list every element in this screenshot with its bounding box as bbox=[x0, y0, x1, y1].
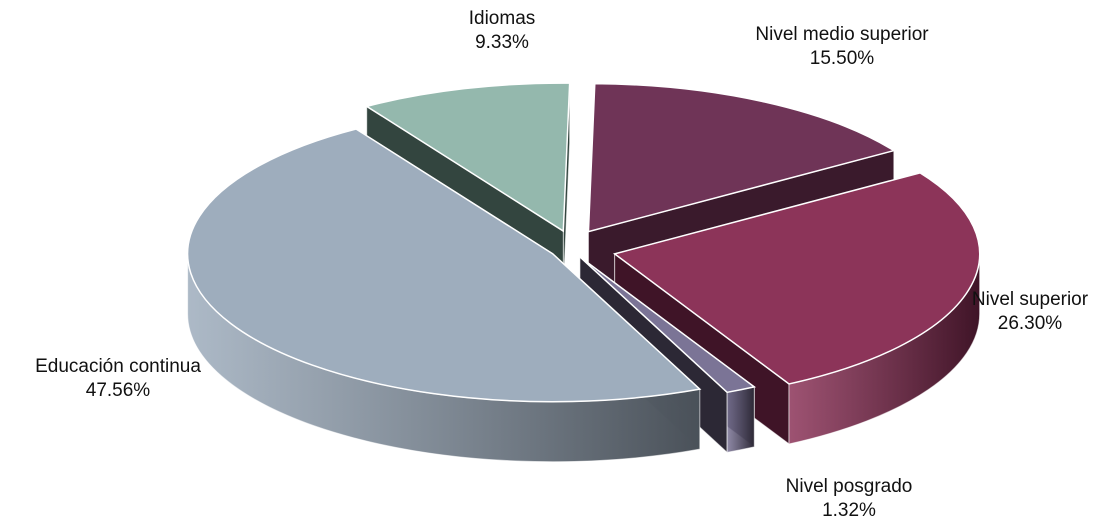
slice-label-idiomas: Idiomas bbox=[469, 8, 536, 29]
slice-outer-wall-nivel-posgrado bbox=[726, 386, 755, 453]
pie-slice-educacion-continua bbox=[186, 128, 702, 403]
slice-label-nivel-superior: Nivel superior bbox=[972, 289, 1089, 310]
slice-value-idiomas: 9.33% bbox=[475, 32, 529, 53]
pie-slice-nivel-posgrado bbox=[579, 256, 757, 394]
slice-value-nivel-posgrado: 1.32% bbox=[822, 500, 876, 521]
slice-label-nivel-medio-superior: Nivel medio superior bbox=[755, 24, 929, 45]
slice-label-educacion-continua: Educación continua bbox=[35, 356, 201, 377]
slice-labels-layer: Nivel medio superior 15.50% Nivel superior… bbox=[35, 8, 1089, 521]
slice-value-nivel-superior: 26.30% bbox=[998, 313, 1063, 334]
slice-label-nivel-posgrado: Nivel posgrado bbox=[786, 476, 913, 497]
slice-value-educacion-continua: 47.56% bbox=[86, 380, 151, 401]
slice-tops-layer bbox=[186, 82, 981, 403]
slice-value-nivel-medio-superior: 15.50% bbox=[810, 48, 875, 69]
pie-slice-nivel-medio-superior bbox=[587, 82, 896, 233]
pie-slice-idiomas bbox=[364, 82, 571, 233]
pie-slice-nivel-superior bbox=[612, 172, 981, 385]
